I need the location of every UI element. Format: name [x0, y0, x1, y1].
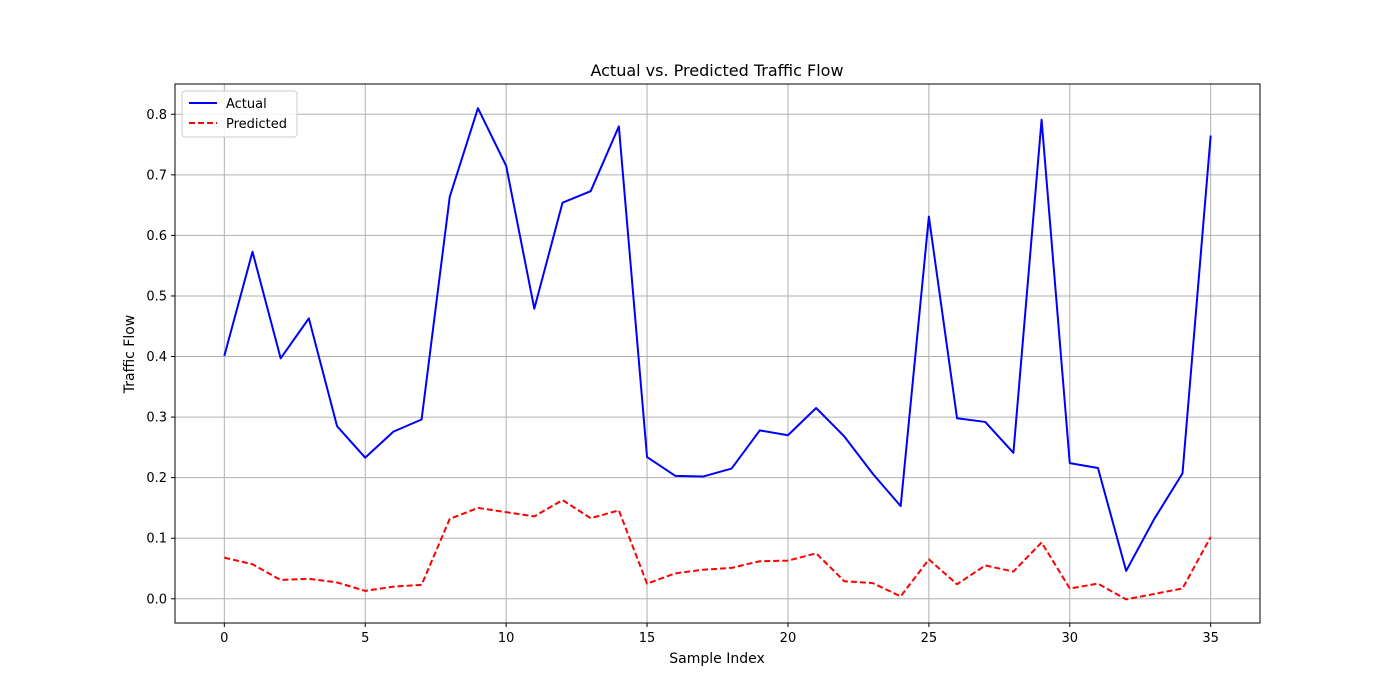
y-tick-label: 0.6 [146, 229, 167, 244]
legend-predicted-label: Predicted [226, 117, 287, 132]
y-tick-label: 0.5 [146, 289, 167, 304]
y-tick-label: 0.7 [146, 168, 167, 183]
legend-actual-label: Actual [226, 97, 267, 112]
plot-area [223, 107, 1212, 601]
y-tick-label: 0.1 [146, 532, 167, 547]
series-line-actual [223, 107, 1212, 572]
x-tick-label: 0 [220, 631, 228, 646]
y-tick-label: 0.2 [146, 471, 167, 486]
y-tick-label: 0.4 [146, 350, 167, 365]
series-line-predicted [224, 499, 1212, 601]
x-tick-label: 10 [498, 631, 515, 646]
axis-ticks: 0 5 10 15 20 25 30 35 0.0 0.1 0.2 0.3 0.4 0.5 0.6 0.7 0.… [146, 108, 1219, 646]
grid [175, 84, 1260, 623]
x-axis-label: Sample Index [669, 651, 764, 667]
y-tick-label: 0.3 [146, 411, 167, 426]
x-tick-label: 15 [639, 631, 656, 646]
x-tick-label: 30 [1061, 631, 1078, 646]
y-axis-label: Traffic Flow [122, 315, 138, 394]
legend: Actual Predicted [181, 90, 298, 138]
x-tick-label: 25 [921, 631, 938, 646]
chart-title: Actual vs. Predicted Traffic Flow [590, 61, 843, 80]
y-tick-label: 0.0 [146, 592, 167, 607]
x-tick-label: 20 [780, 631, 797, 646]
x-tick-label: 5 [361, 631, 369, 646]
y-tick-label: 0.8 [146, 108, 167, 123]
axes-frame [174, 83, 1261, 624]
x-tick-label: 35 [1202, 631, 1219, 646]
